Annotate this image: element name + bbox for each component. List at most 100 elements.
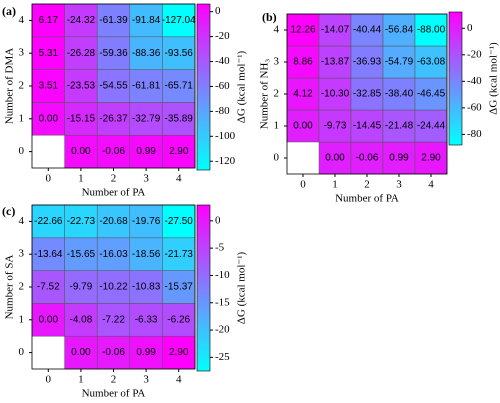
y-tick-label: 2 (274, 88, 280, 100)
colorbar-tick-label: -40 (467, 75, 482, 87)
colorbar-tick-label: -60 (215, 80, 230, 92)
heatmap-cell (162, 36, 196, 70)
cell-label: 12.26 (290, 25, 315, 36)
y-tick-label: 2 (19, 281, 25, 293)
cell-label: -14.07 (321, 25, 350, 36)
cell-label: 0.00 (39, 314, 59, 325)
cell-label: -6.26 (167, 314, 190, 325)
cell-label: -13.87 (321, 57, 350, 68)
x-tick-label: 4 (176, 173, 182, 185)
cell-label: 0.00 (71, 146, 91, 157)
cell-label: -127.04 (162, 15, 196, 26)
y-axis-label: Number of NH₃ (259, 59, 271, 130)
heatmap-cell (129, 270, 163, 304)
cell-label: -22.73 (67, 216, 96, 227)
heatmap-cell (64, 102, 98, 136)
heatmap-cell (382, 13, 416, 47)
y-tick-label: 0 (19, 145, 25, 157)
colorbar-tick-label: -10 (215, 269, 230, 281)
colorbar-tick-label: -80 (215, 105, 230, 117)
cell-label: -7.52 (37, 282, 60, 293)
heatmap-cell (96, 102, 131, 136)
colorbar-tick-label: -100 (215, 130, 236, 142)
heatmap-cell (96, 69, 131, 103)
cell-label: -91.84 (132, 15, 161, 26)
colorbar (196, 204, 211, 372)
heatmap-cell (64, 134, 98, 169)
x-axis-label: Number of PA (82, 388, 146, 400)
heatmap-cell (129, 237, 163, 271)
heatmap-cell (31, 270, 65, 304)
cell-label: 0.00 (325, 153, 345, 164)
colorbar-tick-label: 0 (467, 22, 473, 34)
x-tick-label: 0 (46, 374, 52, 386)
cell-label: 0.99 (389, 153, 409, 164)
x-tick-label: 2 (111, 173, 117, 185)
x-tick-label: 4 (176, 374, 182, 386)
cell-label: -10.22 (99, 282, 128, 293)
x-axis-label: Number of PA (335, 193, 399, 205)
heatmap-cell (96, 36, 131, 70)
y-tick-label: 1 (19, 112, 25, 124)
cell-label: -15.15 (67, 113, 96, 124)
y-tick-label: 4 (19, 14, 25, 26)
y-tick-label: 3 (19, 47, 25, 59)
x-tick-label: 1 (78, 173, 84, 185)
y-axis-label: Number of SA (4, 255, 16, 320)
heatmap-cell (96, 134, 131, 169)
cell-label: 2.90 (421, 153, 441, 164)
heatmap-cell (350, 109, 384, 143)
cell-label: -19.76 (132, 216, 161, 227)
cell-label: -26.37 (99, 113, 128, 124)
cell-label: 6.17 (39, 15, 59, 26)
colorbar-tick-label: -25 (215, 351, 230, 363)
heatmap-cell (162, 102, 196, 136)
colorbar-label: ΔG (kcal mol⁻¹) (236, 251, 248, 324)
cell-label: -38.40 (385, 89, 414, 100)
heatmap-cell (31, 3, 65, 38)
x-tick-label: 3 (143, 374, 149, 386)
cell-label: -61.81 (132, 81, 161, 92)
cell-label: 0.00 (293, 121, 313, 132)
heatmap-cell (162, 270, 196, 304)
y-tick-label: 1 (274, 120, 280, 132)
x-tick-label: 1 (332, 179, 338, 191)
x-tick-label: 2 (364, 179, 370, 191)
panel-label: (b) (262, 10, 277, 24)
y-tick-label: 4 (274, 24, 280, 36)
cell-label: -14.45 (353, 121, 382, 132)
cell-label: -10.83 (132, 282, 161, 293)
heatmap-cell (129, 69, 163, 103)
heatmap-cell (64, 36, 98, 70)
y-tick-label: 1 (19, 313, 25, 325)
colorbar-tick-label: 0 (215, 214, 221, 226)
x-tick-label: 0 (300, 179, 306, 191)
colorbar-tick-label: -15 (215, 296, 230, 308)
cell-label: -20.68 (99, 216, 128, 227)
cell-label: 3.51 (39, 81, 59, 92)
cell-label: -4.08 (70, 314, 93, 325)
cell-label: -88.00 (417, 25, 446, 36)
cell-label: -24.32 (67, 15, 96, 26)
cell-label: -22.66 (34, 216, 63, 227)
cell-label: -36.93 (353, 57, 382, 68)
heatmap-cell (129, 36, 163, 70)
cell-label: -59.36 (99, 48, 128, 59)
cell-label: -27.50 (165, 216, 194, 227)
colorbar-tick-label: -5 (215, 242, 225, 254)
cell-label: -93.56 (165, 48, 194, 59)
colorbar-tick-label: -60 (467, 101, 482, 113)
y-tick-label: 0 (19, 346, 25, 358)
heatmap-cell (162, 237, 196, 271)
colorbar-label: ΔG (kcal mol⁻¹) (236, 50, 248, 123)
colorbar (196, 3, 211, 171)
cell-label: -61.39 (99, 15, 128, 26)
x-tick-label: 3 (396, 179, 402, 191)
heatmap-cell (64, 204, 98, 239)
cell-label: -56.84 (385, 25, 414, 36)
colorbar-tick-label: -120 (215, 155, 236, 167)
heatmap-cell (129, 303, 163, 337)
cell-label: -54.79 (385, 57, 414, 68)
cell-label: -0.06 (356, 153, 379, 164)
colorbar-tick-label: -80 (467, 128, 482, 140)
